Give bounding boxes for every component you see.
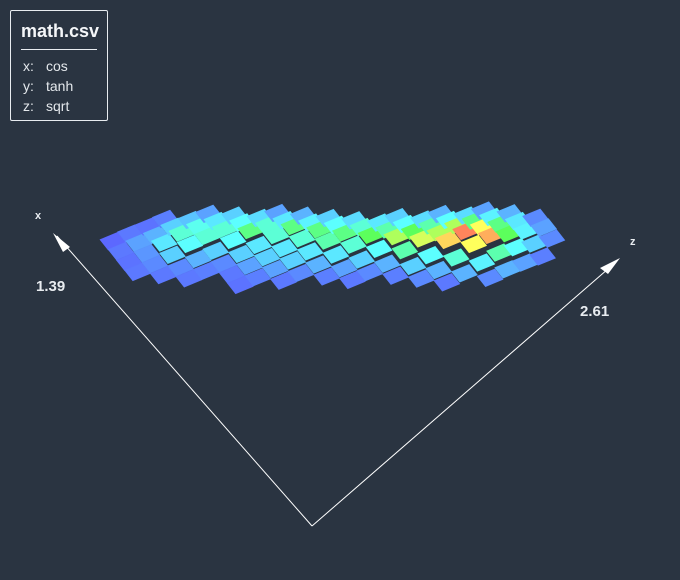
heatmap-cell [460, 234, 488, 254]
info-key-y: y: [23, 78, 34, 94]
heatmap-cell [451, 264, 478, 283]
heatmap-cell [348, 250, 375, 269]
heatmap-cell [529, 247, 556, 266]
info-value-z: sqrt [46, 98, 70, 114]
info-panel: math.csv x: cos y: tanh z: sqrt [10, 10, 108, 121]
info-row-x: x: cos [23, 58, 68, 74]
heatmap-cell [339, 270, 366, 290]
x-axis-arrow-icon [53, 233, 70, 252]
x-axis-line [56, 235, 313, 527]
heatmap-cell [279, 251, 307, 270]
heatmap-cell [270, 271, 297, 290]
heatmap-cells [99, 201, 566, 295]
heatmap-cell [210, 254, 238, 273]
heatmap-cell [407, 269, 435, 288]
heatmap-cell [365, 239, 393, 258]
heatmap-cell [530, 218, 558, 237]
heatmap-cell [288, 229, 316, 248]
heatmap-cell [159, 245, 186, 264]
heatmap-cell [184, 249, 212, 269]
heatmap-cell [340, 235, 367, 254]
heatmap-cell [219, 230, 247, 250]
z-axis-arrow-icon [600, 258, 620, 274]
heatmap-cell [133, 244, 161, 263]
axes [53, 233, 620, 527]
heatmap-cell [305, 255, 332, 274]
z-axis-label: z [630, 236, 636, 248]
info-row-z: z: sqrt [23, 98, 69, 114]
heatmap-cell [330, 259, 358, 278]
z-axis-line [311, 261, 617, 527]
z-axis-max-label: 2.61 [580, 303, 609, 320]
x-axis-max-label: 1.39 [36, 278, 65, 295]
info-value-x: cos [46, 58, 68, 74]
heatmap-cell [176, 234, 204, 254]
info-row-y: y: tanh [23, 78, 73, 94]
info-value-y: tanh [46, 78, 74, 94]
heatmap-cell [314, 231, 342, 250]
heatmap-cell [433, 273, 461, 292]
heatmap-cell [374, 254, 401, 273]
heatmap-cell [399, 256, 427, 276]
heatmap-cell [442, 248, 470, 267]
file-title: math.csv [21, 21, 100, 41]
heatmap-cell [391, 241, 419, 260]
heatmap-cell [322, 245, 350, 264]
info-divider [21, 49, 97, 50]
heatmap-cell [125, 233, 152, 252]
heatmap-cell [538, 229, 566, 248]
heatmap-cell [150, 233, 178, 252]
heatmap-cell [417, 246, 444, 265]
heatmap-cell [476, 268, 504, 287]
info-key-x: x: [23, 58, 34, 74]
x-axis-label: x [35, 210, 42, 222]
heatmap-cell [434, 230, 462, 250]
info-key-z: z: [23, 98, 34, 114]
heatmap-cell [468, 253, 496, 272]
heatmap-cell [226, 275, 254, 295]
heatmap-cell [261, 259, 289, 279]
